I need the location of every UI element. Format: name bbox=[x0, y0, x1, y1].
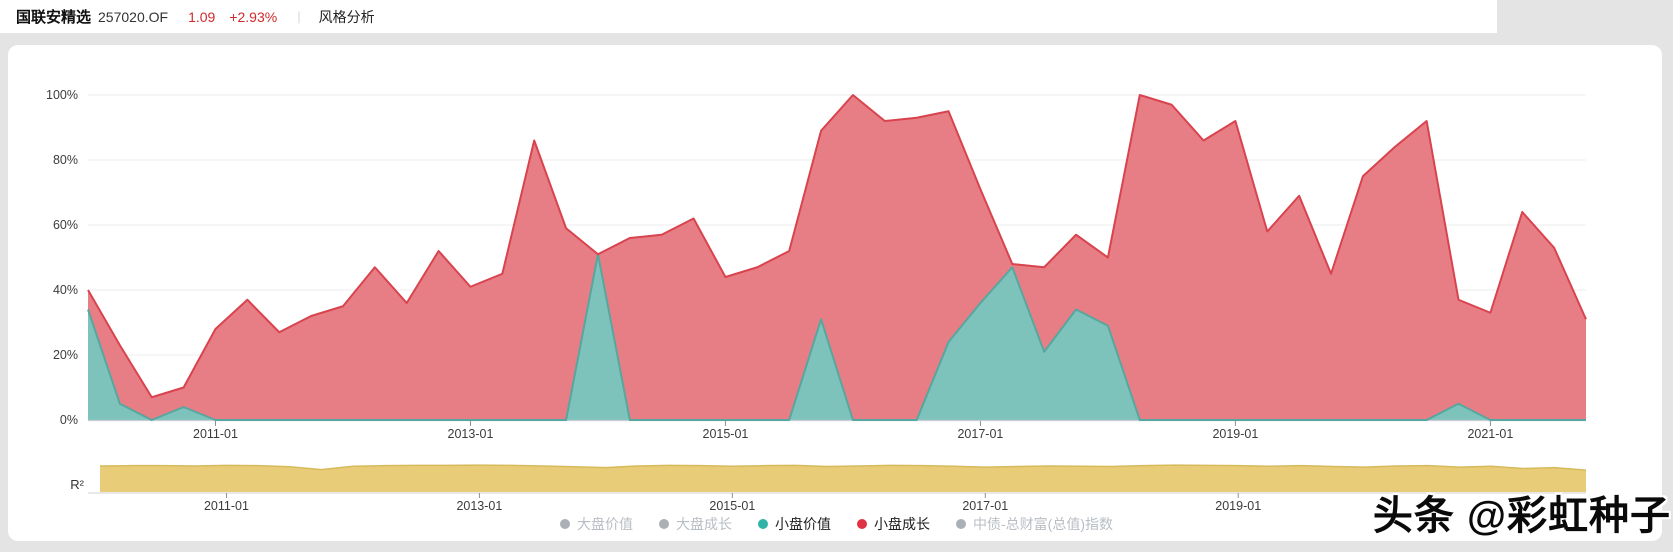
legend-item-大盘价值[interactable]: 大盘价值 bbox=[560, 514, 633, 534]
r2-label: R² bbox=[70, 477, 84, 492]
y-axis-label: 20% bbox=[53, 348, 78, 362]
fund-nav-value: 1.09 bbox=[188, 8, 216, 25]
legend-dot bbox=[659, 519, 669, 529]
series-small-cap-growth-area bbox=[88, 95, 1586, 420]
legend-item-小盘价值[interactable]: 小盘价值 bbox=[758, 514, 831, 534]
x-axis-label: 2017-01 bbox=[957, 427, 1003, 441]
legend-item-大盘成长[interactable]: 大盘成长 bbox=[659, 514, 732, 534]
legend-label: 大盘价值 bbox=[577, 516, 633, 532]
y-axis-label: 40% bbox=[53, 283, 78, 297]
legend-label: 小盘价值 bbox=[775, 516, 831, 532]
legend-dot bbox=[758, 519, 768, 529]
legend-dot bbox=[857, 519, 867, 529]
x-axis-label: 2015-01 bbox=[703, 427, 749, 441]
fund-name: 国联安精选 bbox=[16, 9, 92, 26]
x-axis-label: 2011-01 bbox=[193, 427, 238, 441]
legend-label: 中债-总财富(总值)指数 bbox=[973, 516, 1113, 532]
r2-x-axis-label: 2017-01 bbox=[962, 499, 1008, 513]
x-axis-label: 2021-01 bbox=[1467, 427, 1513, 441]
y-axis-label: 80% bbox=[53, 153, 78, 167]
legend-label: 大盘成长 bbox=[676, 516, 732, 532]
series-small-cap-value-line bbox=[87, 253, 1586, 421]
legend-item-中债-总财富(总值)指数[interactable]: 中债-总财富(总值)指数 bbox=[956, 514, 1113, 534]
watermark: 头条 @彩虹种子 bbox=[1372, 494, 1671, 538]
series-small-cap-value-area bbox=[88, 254, 1586, 420]
chart-legend: 大盘价值 大盘成长 小盘价值 小盘成长 中债-总财富(总值)指数 bbox=[0, 514, 1673, 534]
legend-dot bbox=[956, 519, 966, 529]
r2-band bbox=[100, 465, 1586, 492]
fund-header: 国联安精选 257020.OF 1.09 +2.93% | 风格分析 bbox=[0, 0, 1497, 33]
x-axis-label: 2013-01 bbox=[448, 427, 494, 441]
y-axis-label: 0% bbox=[60, 413, 78, 427]
y-axis-label: 100% bbox=[46, 88, 78, 102]
y-axis-label: 60% bbox=[53, 218, 78, 232]
fund-change-pct: +2.93% bbox=[229, 8, 278, 25]
legend-label: 小盘成长 bbox=[874, 516, 930, 532]
r2-x-axis-label: 2013-01 bbox=[456, 499, 502, 513]
r2-x-axis-label: 2015-01 bbox=[709, 499, 755, 513]
legend-dot bbox=[560, 519, 570, 529]
r2-x-axis-label: 2019-01 bbox=[1215, 499, 1261, 513]
x-axis-label: 2019-01 bbox=[1212, 427, 1258, 441]
header-divider: | bbox=[297, 9, 301, 24]
r2-x-axis-label: 2011-01 bbox=[204, 499, 249, 513]
tab-style-analysis[interactable]: 风格分析 bbox=[318, 8, 375, 25]
legend-item-小盘成长[interactable]: 小盘成长 bbox=[857, 514, 930, 534]
series-small-cap-growth-line bbox=[87, 94, 1587, 399]
fund-code: 257020.OF bbox=[98, 8, 169, 25]
